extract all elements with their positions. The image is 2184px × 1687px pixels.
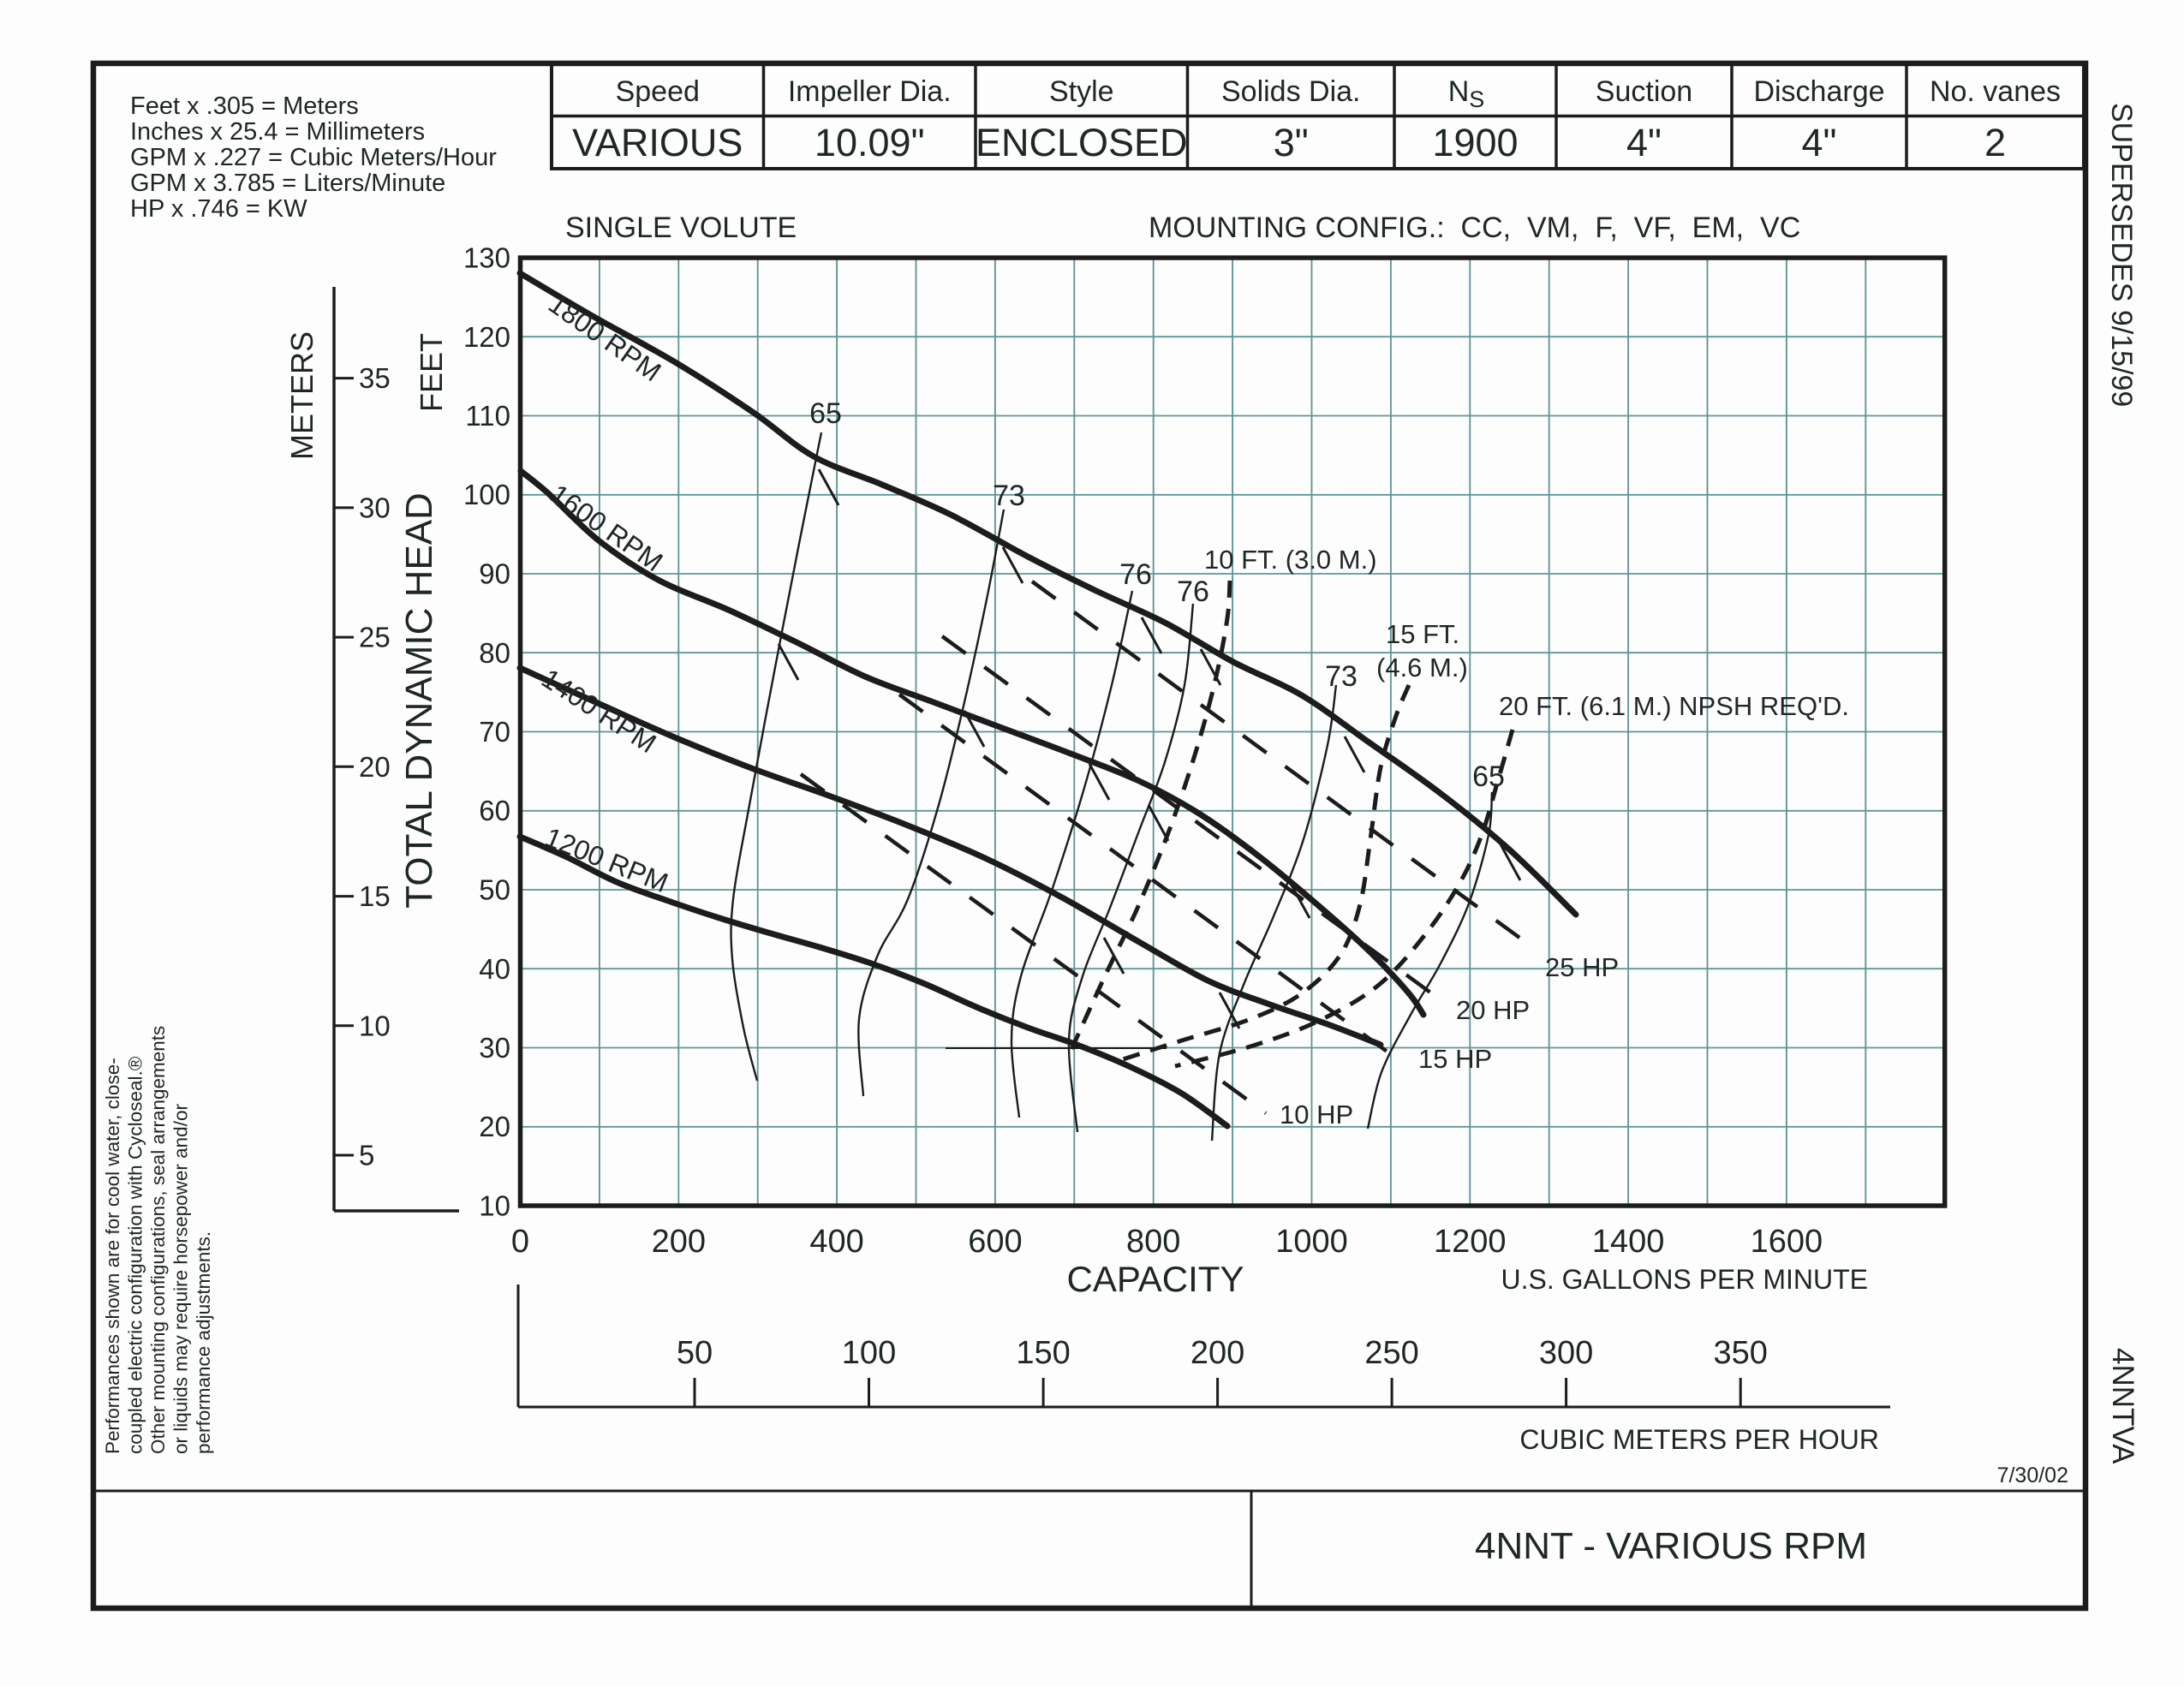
svg-text:1600: 1600 (1751, 1224, 1823, 1260)
svg-text:7/30/02: 7/30/02 (1997, 1463, 2068, 1487)
svg-text:5: 5 (359, 1140, 374, 1171)
svg-text:50: 50 (479, 874, 510, 906)
svg-text:1900: 1900 (1432, 121, 1518, 164)
svg-text:GPM x 3.785 = Liters/Minute: GPM x 3.785 = Liters/Minute (130, 170, 445, 197)
svg-text:U.S. GALLONS PER MINUTE: U.S. GALLONS PER MINUTE (1501, 1264, 1868, 1295)
svg-text:10: 10 (479, 1190, 510, 1222)
svg-text:25: 25 (359, 622, 391, 653)
svg-text:VARIOUS: VARIOUS (572, 121, 743, 164)
svg-text:MOUNTING CONFIG.: CC, VM, F: MOUNTING CONFIG.: CC, VM, F, VF, EM, VC (1149, 212, 1800, 244)
svg-text:Discharge: Discharge (1753, 75, 1884, 108)
svg-text:15 HP: 15 HP (1418, 1044, 1492, 1074)
svg-text:HP x .746 = KW: HP x .746 = KW (130, 195, 307, 223)
svg-text:15: 15 (359, 880, 391, 912)
svg-text:30: 30 (359, 492, 391, 523)
svg-text:10 HP: 10 HP (1280, 1100, 1353, 1130)
svg-text:or liquids may require horsepo: or liquids may require horsepower and/or (170, 1104, 192, 1454)
svg-text:1200: 1200 (1434, 1224, 1507, 1260)
svg-text:coupled electric configuration: coupled electric configuration with Cycl… (125, 1056, 146, 1454)
svg-text:30: 30 (479, 1032, 510, 1064)
svg-text:20 HP: 20 HP (1456, 995, 1530, 1025)
svg-text:10.09": 10.09" (815, 121, 925, 164)
svg-text:4": 4" (1801, 121, 1836, 164)
svg-text:300: 300 (1539, 1335, 1593, 1371)
svg-text:1000: 1000 (1275, 1224, 1348, 1260)
svg-text:35: 35 (359, 362, 391, 394)
svg-text:50: 50 (677, 1335, 713, 1371)
svg-text:800: 800 (1126, 1224, 1180, 1260)
svg-text:Impeller Dia.: Impeller Dia. (788, 75, 952, 108)
svg-text:FEET: FEET (414, 333, 449, 412)
svg-text:performance adjustments.: performance adjustments. (193, 1231, 214, 1454)
svg-text:ENCLOSED: ENCLOSED (976, 121, 1188, 164)
svg-text:Solids Dia.: Solids Dia. (1221, 75, 1361, 108)
svg-text:200: 200 (1190, 1335, 1244, 1371)
svg-text:Inches x 25.4 = Millimeters: Inches x 25.4 = Millimeters (130, 118, 425, 146)
svg-text:4NNTVA: 4NNTVA (2106, 1348, 2139, 1464)
svg-text:70: 70 (479, 716, 510, 748)
svg-text:15 FT.: 15 FT. (1386, 619, 1459, 649)
svg-text:76: 76 (1119, 558, 1152, 591)
svg-text:Suction: Suction (1596, 75, 1692, 108)
svg-text:76: 76 (1177, 575, 1209, 608)
svg-text:20 FT. (6.1 M.) NPSH REQ'D.: 20 FT. (6.1 M.) NPSH REQ'D. (1499, 691, 1849, 721)
svg-text:Other mounting configurations,: Other mounting configurations, seal arra… (147, 1026, 169, 1454)
svg-text:90: 90 (479, 558, 510, 590)
svg-text:Feet x .305 = Meters: Feet x .305 = Meters (130, 92, 359, 120)
svg-text:400: 400 (809, 1224, 863, 1260)
svg-text:Speed: Speed (616, 75, 700, 108)
svg-text:350: 350 (1713, 1335, 1767, 1371)
svg-text:4": 4" (1626, 121, 1662, 164)
svg-text:4NNT - VARIOUS RPM: 4NNT - VARIOUS RPM (1475, 1525, 1867, 1567)
svg-text:110: 110 (465, 400, 510, 432)
svg-text:SUPERSEDES 9/15/99: SUPERSEDES 9/15/99 (2105, 103, 2138, 407)
svg-text:60: 60 (479, 795, 510, 826)
svg-text:GPM x .227 = Cubic Meters/Hour: GPM x .227 = Cubic Meters/Hour (130, 144, 497, 171)
svg-text:40: 40 (479, 953, 510, 985)
svg-text:120: 120 (463, 321, 510, 353)
svg-text:250: 250 (1364, 1335, 1418, 1371)
svg-text:100: 100 (842, 1335, 896, 1371)
svg-text:65: 65 (809, 397, 842, 430)
svg-text:1400: 1400 (1592, 1224, 1665, 1260)
svg-text:25 HP: 25 HP (1545, 952, 1619, 982)
svg-text:100: 100 (463, 479, 510, 510)
svg-text:No. vanes: No. vanes (1930, 75, 2061, 108)
svg-text:SINGLE VOLUTE: SINGLE VOLUTE (565, 212, 797, 244)
svg-text:0: 0 (511, 1224, 529, 1260)
svg-text:600: 600 (968, 1224, 1022, 1260)
svg-text:73: 73 (993, 480, 1025, 512)
svg-text:3": 3" (1274, 121, 1309, 164)
svg-text:20: 20 (359, 751, 391, 783)
svg-text:20: 20 (479, 1111, 510, 1142)
svg-text:Performances shown are for coo: Performances shown are for cool water, c… (102, 1058, 123, 1454)
svg-text:80: 80 (479, 637, 510, 669)
svg-text:(4.6 M.): (4.6 M.) (1376, 653, 1468, 683)
svg-text:Style: Style (1049, 75, 1114, 108)
svg-text:METERS: METERS (284, 331, 319, 460)
svg-text:150: 150 (1016, 1335, 1070, 1371)
svg-text:65: 65 (1472, 760, 1505, 793)
svg-text:200: 200 (652, 1224, 706, 1260)
svg-text:130: 130 (463, 242, 510, 274)
svg-text:73: 73 (1325, 660, 1358, 693)
svg-text:CUBIC METERS PER HOUR: CUBIC METERS PER HOUR (1519, 1424, 1879, 1455)
svg-text:CAPACITY: CAPACITY (1067, 1259, 1244, 1299)
svg-text:10: 10 (359, 1010, 391, 1041)
svg-text:10 FT. (3.0 M.): 10 FT. (3.0 M.) (1204, 545, 1377, 575)
svg-text:TOTAL DYNAMIC HEAD: TOTAL DYNAMIC HEAD (398, 492, 440, 909)
svg-text:2: 2 (1984, 121, 2006, 164)
